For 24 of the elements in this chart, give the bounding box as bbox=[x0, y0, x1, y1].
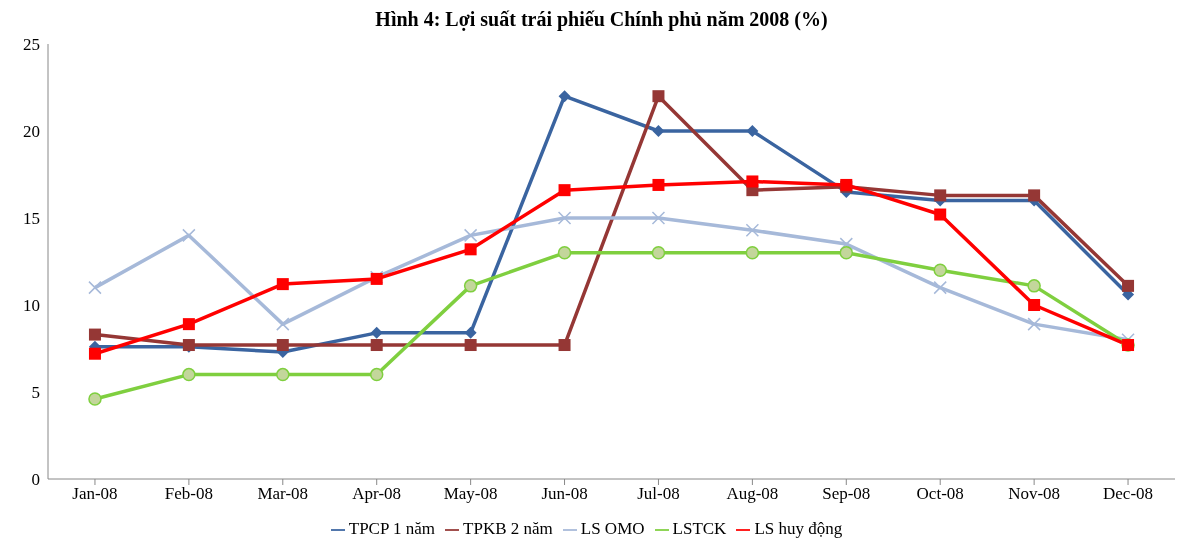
y-tick-label: 20 bbox=[23, 122, 40, 142]
x-tick-label: Mar-08 bbox=[257, 484, 309, 504]
x-tick-label: Jun-08 bbox=[541, 484, 588, 504]
chart-title: Hình 4: Lợi suất trái phiếu Chính phủ năm 2008 (%) bbox=[374, 8, 829, 33]
legend-label: LS huy động bbox=[754, 519, 843, 538]
y-tick-label: 25 bbox=[23, 35, 40, 55]
x-tick-label: Apr-08 bbox=[352, 484, 402, 504]
y-tick-label: 0 bbox=[31, 470, 40, 490]
x-tick-label: Oct-08 bbox=[916, 484, 964, 504]
x-tick-label: May-08 bbox=[443, 484, 498, 504]
x-tick-label: Sep-08 bbox=[822, 484, 871, 504]
x-tick-label: Feb-08 bbox=[164, 484, 213, 504]
legend-label: TPKB 2 năm bbox=[463, 519, 553, 538]
y-tick-label: 15 bbox=[23, 209, 40, 229]
legend-label: TPCP 1 năm bbox=[348, 519, 436, 538]
y-tick-label: 5 bbox=[31, 383, 40, 403]
y-tick-label: 10 bbox=[23, 296, 40, 316]
x-tick-label: Dec-08 bbox=[1103, 484, 1154, 504]
x-tick-label: Nov-08 bbox=[1008, 484, 1061, 504]
x-tick-label: Jan-08 bbox=[72, 484, 118, 504]
x-tick-label: Jul-08 bbox=[637, 484, 680, 504]
x-tick-label: Aug-08 bbox=[726, 484, 779, 504]
legend-label: LS OMO bbox=[580, 519, 645, 538]
legend-label: LSTCK bbox=[672, 519, 727, 538]
